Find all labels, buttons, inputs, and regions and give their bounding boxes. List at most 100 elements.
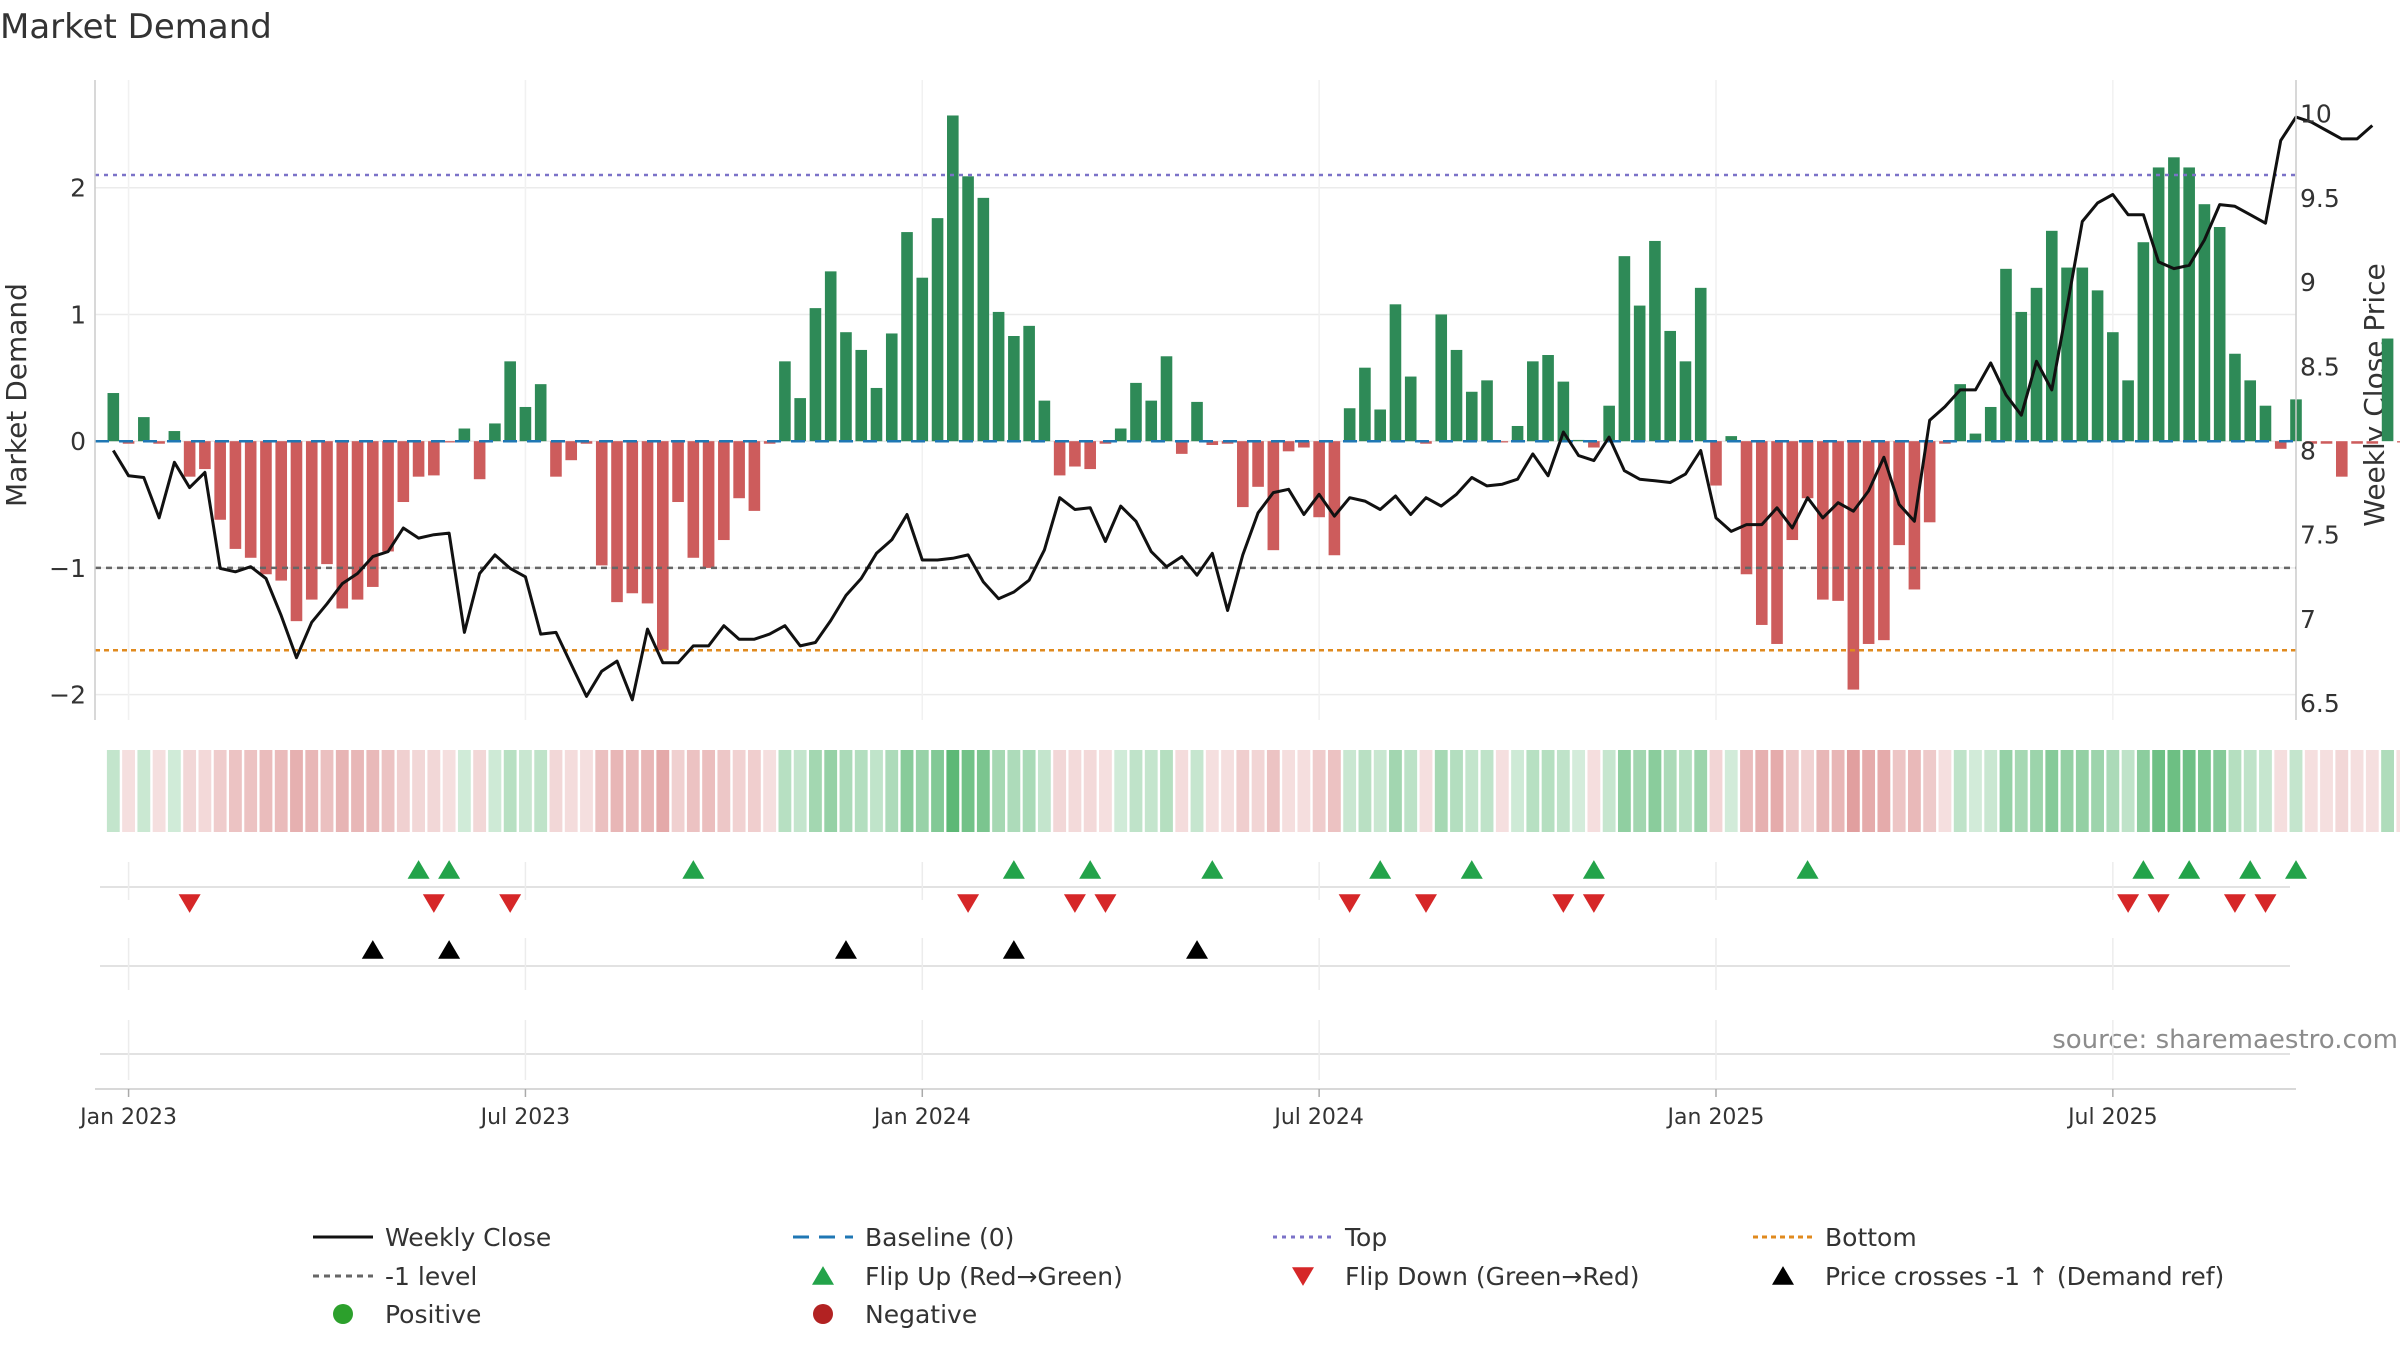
- heat-strip-cell: [2243, 750, 2257, 832]
- demand-bar: [1099, 441, 1112, 444]
- flip-up-marker: [1002, 860, 1025, 879]
- heat-strip-cell: [2091, 750, 2104, 832]
- heat-strip-cell: [1343, 750, 1357, 832]
- heat-strip-cell: [1129, 750, 1143, 832]
- y-tick-label: 0: [70, 427, 86, 456]
- demand-bar: [1923, 441, 1936, 523]
- weekly-close-line: [112, 115, 2374, 702]
- flip-up-marker: [2178, 860, 2201, 879]
- demand-bar: [2198, 204, 2211, 442]
- heat-strip-cell: [656, 750, 670, 832]
- demand-bar: [1114, 428, 1127, 442]
- heat-strip-cell: [1053, 750, 1067, 832]
- demand-bar: [1389, 304, 1402, 442]
- heat-strip-cell: [1846, 750, 1860, 832]
- heat-strip-cell: [763, 750, 777, 832]
- legend-label: Bottom: [1825, 1223, 1917, 1252]
- y-tick-label: 2: [70, 174, 86, 203]
- price-cross-marker: [834, 940, 857, 959]
- demand-bar: [1603, 405, 1615, 442]
- heat-strip-cell: [2228, 750, 2242, 832]
- demand-bar: [657, 441, 669, 651]
- heat-strip-cell: [976, 750, 990, 832]
- demand-bar: [748, 441, 761, 511]
- legend-glyph: [813, 1304, 833, 1324]
- flip-down-marker: [1094, 894, 1117, 913]
- heat-strip-cell: [1724, 750, 1738, 832]
- heat-strip-cell: [747, 750, 761, 832]
- demand-bar: [1771, 441, 1783, 644]
- heat-strip-cell: [824, 750, 838, 832]
- heat-strip-cell: [992, 750, 1006, 832]
- demand-bar: [1084, 441, 1096, 470]
- demand-bar: [1450, 349, 1463, 442]
- heat-strip-cell: [1022, 750, 1036, 832]
- legend-label: -1 level: [385, 1262, 477, 1291]
- demand-bar: [595, 441, 608, 566]
- heat-strip-cell: [1068, 750, 1082, 832]
- y2-tick-label: 9: [2300, 268, 2316, 297]
- demand-bar: [2366, 441, 2379, 444]
- x-tick-label: Jan 2025: [1666, 1105, 1765, 1130]
- demand-bar: [1023, 325, 1035, 442]
- heat-strip-cell: [1037, 750, 1051, 832]
- heat-strip-cell: [1236, 750, 1250, 832]
- demand-bar: [534, 384, 547, 442]
- legend-glyph: [1772, 1266, 1794, 1285]
- heat-strip-cell: [2289, 750, 2303, 832]
- demand-bar: [794, 398, 806, 442]
- demand-bar: [1252, 441, 1264, 487]
- demand-bar: [2183, 167, 2195, 442]
- demand-bar: [1237, 441, 1249, 508]
- heat-strip-cell: [335, 750, 349, 832]
- demand-bar: [1633, 305, 1646, 442]
- heat-strip-cell: [412, 750, 425, 832]
- flip-up-marker: [1201, 860, 1224, 879]
- heat-strip-cell: [1144, 750, 1158, 832]
- demand-bar: [397, 441, 410, 503]
- heat-strip-cell: [1450, 750, 1463, 832]
- demand-bar: [2213, 227, 2226, 442]
- heat-strip-cell: [305, 750, 319, 832]
- demand-bar: [199, 441, 211, 470]
- heat-strip-cell: [290, 750, 303, 832]
- axes-layer: −2 −1 0 1 2 6.5 7 7.5 8 8.5 9 9.5 10 Jan 2023 Jul 2023…: [49, 80, 2340, 1130]
- demand-bar: [458, 428, 471, 442]
- legend-label: Weekly Close: [385, 1223, 551, 1252]
- flip-up-marker: [2239, 860, 2262, 879]
- y2-tick-label: 10: [2300, 100, 2332, 129]
- demand-bar: [1542, 355, 1554, 442]
- heat-strip-cell: [915, 750, 929, 832]
- demand-bar: [1755, 441, 1768, 625]
- x-tick-label: Jan 2023: [78, 1105, 177, 1130]
- heat-strip-cell: [1770, 750, 1784, 832]
- demand-bar: [1725, 436, 1738, 442]
- y2-tick-label: 7.5: [2300, 521, 2340, 550]
- demand-bar: [183, 441, 196, 477]
- demand-bar: [2091, 290, 2104, 442]
- demand-bar: [351, 441, 364, 600]
- heat-strip-cell: [274, 750, 288, 832]
- heat-strip-cell: [1831, 750, 1845, 832]
- demand-bar: [275, 441, 288, 581]
- heat-strip-cell: [457, 750, 471, 832]
- legend-glyph: [812, 1266, 834, 1285]
- x-tick-label: Jul 2025: [2066, 1105, 2158, 1130]
- demand-bar: [504, 361, 516, 442]
- heat-strip-cell: [2259, 750, 2272, 832]
- demand-bar: [824, 271, 837, 442]
- legend-glyph: [1292, 1267, 1314, 1286]
- heat-strip-cell: [580, 750, 593, 832]
- flip-down-marker: [178, 894, 201, 913]
- heat-strip-cell: [946, 750, 960, 832]
- demand-bar: [1893, 441, 1905, 546]
- heat-strip-cell: [1862, 750, 1876, 832]
- demand-bar: [473, 441, 486, 480]
- heat-strip-cell: [1114, 750, 1128, 832]
- heat-strip-cell: [442, 750, 456, 832]
- demand-bar: [1206, 441, 1219, 445]
- heat-strip-cell: [1877, 750, 1891, 832]
- flip-down-marker: [1552, 894, 1575, 913]
- demand-bar: [1404, 376, 1417, 442]
